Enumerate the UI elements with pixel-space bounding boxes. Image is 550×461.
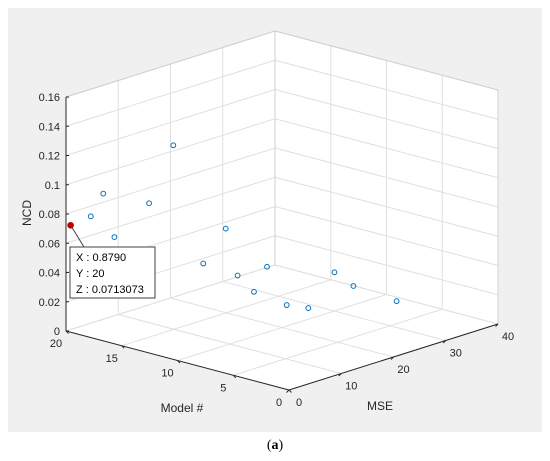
axes-walls [66, 31, 498, 390]
caption-close-paren: ) [278, 438, 284, 453]
axis-titles: NCD Model # MSE [20, 200, 393, 415]
data-point[interactable] [111, 234, 118, 240]
grid-line-z-wall-x [274, 118, 499, 179]
y-tick-label: 15 [106, 353, 118, 365]
x-tick-label: 40 [502, 331, 514, 343]
y-tick-mark [288, 389, 292, 393]
data-point[interactable] [146, 200, 152, 207]
grid-line-y-floor [177, 294, 387, 361]
y-axis-title: Model # [161, 401, 204, 415]
axis-lines [65, 96, 499, 393]
grid-line-y-floor [121, 279, 331, 347]
grid-lines [65, 30, 499, 391]
y-tick-label: 5 [220, 382, 226, 394]
datatip-box[interactable] [69, 246, 156, 299]
x-tick-mark [338, 373, 342, 377]
caption-letter: a [271, 438, 279, 453]
grid-line-y-floor [233, 308, 443, 376]
y-tick-label: 10 [161, 368, 173, 380]
data-point[interactable] [251, 288, 257, 295]
grid-line-z-wall-x [274, 264, 499, 325]
datatip-leader [70, 225, 85, 248]
x-tick-label: 20 [397, 364, 409, 376]
z-tick-label: 0.08 [39, 209, 60, 221]
data-point[interactable] [350, 283, 357, 289]
z-tick-label: 0.12 [39, 151, 60, 163]
tick-labels: 0102030400510152000.020.040.060.080.10.1… [39, 92, 515, 409]
grid-line-z-wall-y [65, 59, 276, 127]
z-tick-label: 0.16 [39, 92, 60, 104]
y-tick-mark [232, 374, 237, 379]
grid-line-z-wall-y [65, 89, 276, 156]
y-tick-label: 20 [50, 338, 62, 350]
y-tick-mark [177, 360, 181, 364]
datatip-line: Z : 0.0713073 [76, 284, 144, 296]
data-point[interactable] [264, 263, 270, 270]
data-point[interactable] [87, 213, 94, 220]
y-tick-mark [121, 345, 125, 349]
datatip-line: Y : 20 [76, 268, 105, 280]
x-tick-label: 30 [450, 348, 462, 360]
x-tick-label: 10 [345, 381, 357, 393]
grid-line-z-wall-y [65, 176, 276, 244]
z-tick-label: 0.1 [45, 180, 60, 192]
grid-line-z-wall-x [274, 147, 499, 208]
back-edge [65, 30, 276, 98]
grid-line-z-wall-y [65, 118, 276, 186]
z-tick-label: 0.14 [39, 121, 60, 133]
x-tick-label: 0 [296, 397, 302, 409]
data-point[interactable] [393, 298, 400, 305]
z-axis-title: NCD [20, 200, 34, 226]
x-axis-title: MSE [367, 399, 393, 413]
datatip-line: X : 0.8790 [76, 252, 126, 264]
z-tick-label: 0.06 [39, 238, 60, 250]
z-tick-label: 0.02 [39, 297, 60, 309]
datatip[interactable]: X : 0.8790 Y : 20 Z : 0.0713073 [67, 221, 156, 299]
grid-line-z-wall-x [274, 235, 499, 296]
datatip-marker[interactable] [67, 221, 74, 229]
data-point[interactable] [200, 260, 207, 267]
y-tick-label: 0 [276, 397, 282, 409]
data-point[interactable] [100, 190, 107, 197]
data-point[interactable] [222, 225, 229, 232]
z-tick-label: 0.04 [39, 268, 60, 280]
data-point[interactable] [331, 269, 338, 276]
grid-line-z-wall-y [65, 147, 276, 215]
caption-open-paren: ( [266, 438, 272, 453]
data-point[interactable] [283, 302, 290, 308]
x-tick-mark [286, 389, 290, 393]
back-edge [274, 30, 499, 91]
x-tick-mark [495, 323, 499, 327]
data-point[interactable] [234, 272, 241, 279]
grid-line-z-wall-x [274, 206, 499, 266]
data-point[interactable] [305, 305, 312, 311]
data-point[interactable] [170, 142, 177, 149]
grid-line-z-wall-x [274, 59, 499, 120]
z-tick-label: 0 [54, 326, 60, 338]
x-tick-mark [442, 340, 447, 344]
x-tick-mark [390, 356, 394, 360]
grid-line-z-wall-x [274, 89, 499, 149]
grid-line-z-wall-x [274, 176, 499, 237]
figure-caption: (a) [0, 438, 550, 454]
